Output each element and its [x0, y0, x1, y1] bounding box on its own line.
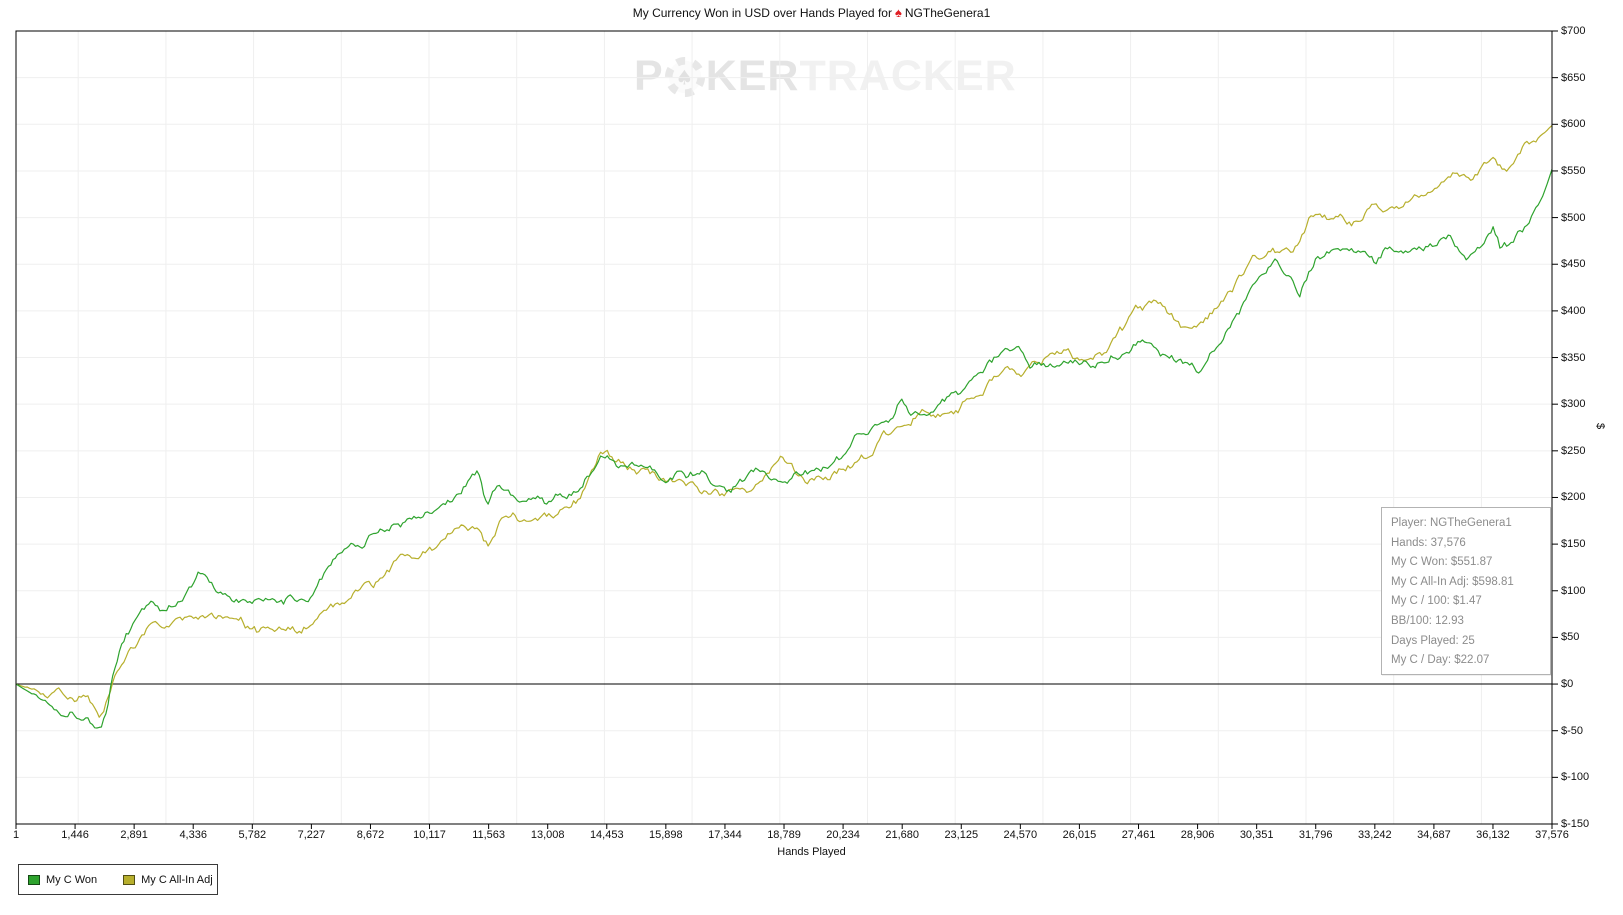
series-line-my-c-all-in-adj: [15, 124, 1553, 718]
info-line: Days Played: 25: [1391, 634, 1475, 647]
legend-label-my-c-all-in-adj: My C All-In Adj: [141, 873, 213, 886]
info-line: BB/100: 12.93: [1391, 614, 1464, 627]
svg-text:♠: ♠: [675, 65, 694, 89]
pokertracker-watermark: P ♠ KER TRACKER: [634, 52, 1017, 101]
chart-title-text: My Currency Won in USD over Hands Played…: [632, 6, 892, 20]
series-line-my-c-won: [15, 169, 1553, 729]
pokerstars-spade-icon: ♠: [894, 5, 902, 20]
legend: My C Won My C All-In Adj: [18, 864, 218, 895]
legend-swatch-my-c-won: [28, 874, 40, 885]
x-axis-title: Hands Played: [777, 846, 846, 858]
chart-title-player: NGTheGenera1: [904, 6, 991, 20]
info-line: My C / 100: $1.47: [1391, 595, 1482, 608]
chart-title: My Currency Won in USD over Hands Played…: [0, 5, 1623, 20]
info-line: Hands: 37,576: [1391, 536, 1466, 549]
info-line: My C All-In Adj: $598.81: [1391, 575, 1514, 588]
legend-item-my-c-won[interactable]: My C Won: [28, 874, 97, 886]
legend-label-my-c-won: My C Won: [46, 873, 98, 886]
stats-info-box: Player: NGTheGenera1 Hands: 37,576 My C Wo…: [1381, 507, 1551, 675]
info-line: My C Won: $551.87: [1391, 556, 1493, 569]
info-line: Player: NGTheGenera1: [1391, 517, 1512, 529]
watermark-text-p: P: [634, 52, 664, 100]
watermark-text-tracker: TRACKER: [799, 52, 1017, 100]
info-line: My C / Day: $22.07: [1391, 654, 1490, 667]
watermark-text-ker: KER: [705, 52, 800, 100]
legend-swatch-my-c-all-in-adj: [123, 874, 136, 885]
legend-item-my-c-all-in-adj[interactable]: My C All-In Adj: [123, 874, 213, 886]
y-axis-title: $: [1594, 422, 1607, 430]
poker-chip-icon: ♠: [664, 56, 705, 97]
plot-border: [15, 30, 1553, 825]
